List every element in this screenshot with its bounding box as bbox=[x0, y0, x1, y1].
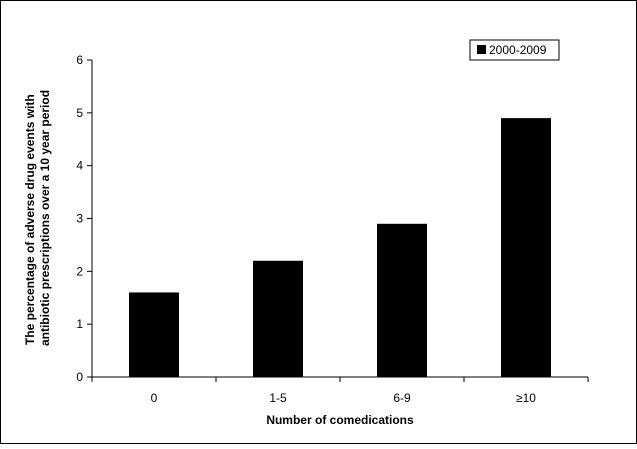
bar-4 bbox=[501, 118, 551, 377]
x-axis-title: Number of comedications bbox=[266, 413, 414, 427]
bar-1 bbox=[129, 292, 179, 377]
bar-series bbox=[129, 118, 551, 377]
bar-2 bbox=[253, 260, 303, 377]
y-axis-title-line-2: antibiotic prescriptions over a 10 year … bbox=[38, 90, 52, 346]
y-axis-title: The percentage of adverse drug events wi… bbox=[23, 90, 52, 346]
legend-swatch bbox=[477, 45, 486, 54]
x-tick-label: 0 bbox=[151, 391, 158, 405]
y-tick-label: 5 bbox=[76, 106, 83, 120]
y-axis-ticks: 0 1 2 3 4 5 6 bbox=[76, 53, 92, 384]
x-tick-label: 6-9 bbox=[393, 391, 411, 405]
x-tick-label: 1-5 bbox=[269, 391, 287, 405]
bar-3 bbox=[377, 223, 427, 377]
x-axis-ticks: 0 1-5 6-9 ≥10 bbox=[91, 377, 589, 405]
y-tick-label: 4 bbox=[76, 159, 83, 173]
y-tick-label: 3 bbox=[76, 212, 83, 226]
y-tick-label: 6 bbox=[76, 53, 83, 67]
legend: 2000-2009 bbox=[469, 39, 560, 61]
x-tick-label: ≥10 bbox=[516, 391, 536, 405]
y-tick-label: 0 bbox=[76, 370, 83, 384]
y-tick-label: 2 bbox=[76, 264, 83, 278]
legend-box bbox=[469, 39, 560, 61]
y-axis-title-line-1: The percentage of adverse drug events wi… bbox=[23, 94, 37, 345]
legend-label: 2000-2009 bbox=[489, 43, 547, 57]
y-tick-label: 1 bbox=[76, 317, 83, 331]
